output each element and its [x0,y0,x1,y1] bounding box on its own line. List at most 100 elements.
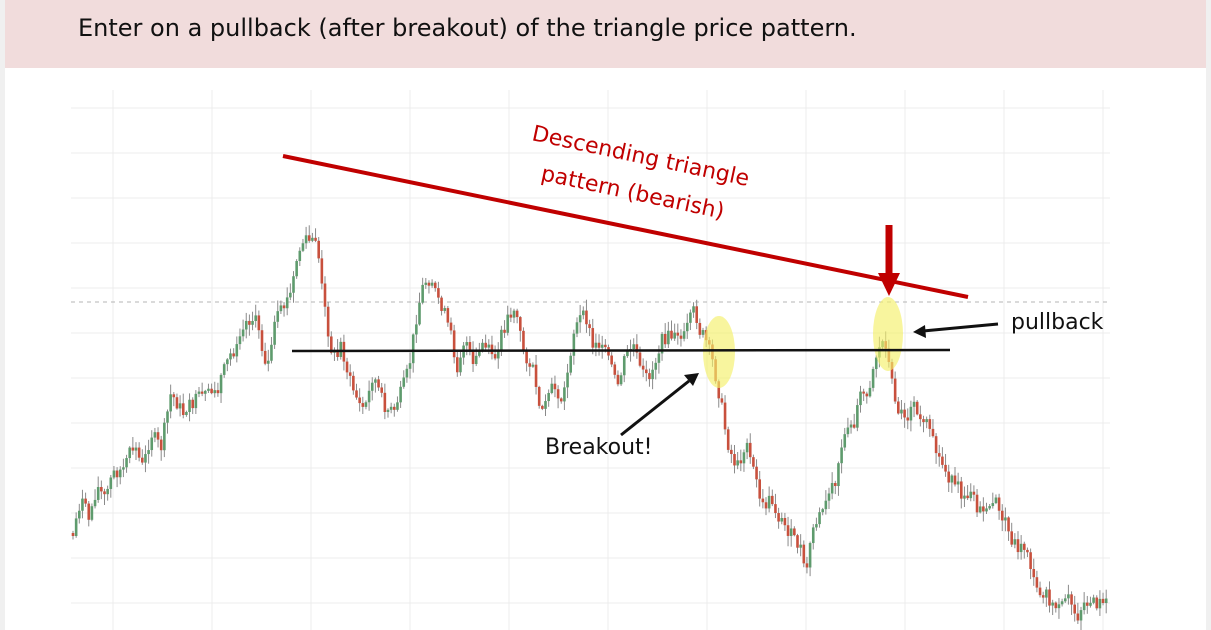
candle-bullish [840,447,843,464]
candle-bullish [370,382,374,391]
candle-bearish [358,397,361,404]
candle-bearish [641,365,645,370]
candle-bearish [1086,602,1089,606]
candle-bullish [856,405,859,428]
candle-bearish [200,391,204,394]
chart-grid [71,90,1110,630]
candle-bullish [950,475,954,483]
candle-bearish [260,330,264,351]
candle-bullish [197,391,201,394]
candle-bullish [244,320,248,330]
candle-bearish [802,544,806,564]
candle-bearish [1035,577,1039,588]
candle-bullish [789,528,793,536]
candle-bullish [657,353,661,363]
candle-bullish [701,330,705,335]
candle-bearish [345,361,349,373]
candle-bearish [361,403,365,407]
candle-bullish [1067,594,1070,599]
candle-bearish [755,466,758,480]
candle-bearish [449,322,453,331]
candle-bullish [150,437,154,451]
candle-bearish [307,235,311,241]
candle-bullish [241,329,245,337]
candle-bullish [238,336,242,345]
candle-bearish [355,390,358,398]
candle-bullish [421,284,424,303]
candle-bearish [1095,597,1099,609]
candle-bearish [919,414,922,420]
candle-bullish [109,477,113,489]
candle-bullish [292,276,295,293]
candle-bullish [506,314,509,333]
candle-bullish [443,308,446,311]
candle-bullish [578,315,582,323]
candle-bullish [465,342,469,346]
candle-bullish [364,402,368,407]
candle-bullish [667,330,670,345]
candle-bullish [78,510,81,519]
candle-bearish [897,401,900,414]
candle-bearish [1000,510,1004,521]
candle-bearish [323,283,327,307]
candle-bearish [1076,613,1080,621]
candle-bullish [411,334,415,364]
candle-bearish [525,350,528,364]
candle-bearish [764,502,768,509]
candle-bullish [226,359,229,365]
candle-bearish [159,439,163,451]
candle-bullish [166,411,169,423]
candle-bearish [1048,589,1051,606]
candle-bearish [893,378,897,402]
candle-bearish [975,494,979,513]
candle-bearish [191,399,194,409]
candle-bullish [339,341,343,357]
candle-bullish [673,332,676,339]
candle-bullish [780,518,784,522]
candle-bearish [1073,604,1076,614]
candle-bearish [541,405,544,409]
candle-bearish [131,447,135,451]
candle-bullish [654,362,658,370]
candle-bullish [1092,597,1095,603]
candle-bearish [944,464,947,472]
candle-bullish [289,292,292,298]
candle-bearish [471,350,475,365]
candle-bearish [670,330,673,339]
candle-bearish [326,306,330,337]
candle-bullish [144,454,147,463]
candle-bullish [660,333,664,354]
candle-bearish [115,470,119,478]
candle-bullish [925,419,928,423]
candle-bullish [956,481,960,485]
candle-bearish [320,258,324,284]
candle-bullish [531,364,535,367]
candle-bullish [267,360,270,364]
candle-bearish [783,518,787,526]
candle-bearish [805,563,809,568]
candle-bullish [474,355,478,365]
candle-bullish [566,372,569,388]
candle-bullish [1098,598,1102,609]
candle-bearish [377,379,380,388]
candle-bearish [786,525,790,536]
candle-bearish [648,373,651,380]
candle-bullish [824,500,828,510]
candle-bearish [966,495,969,499]
candle-bearish [1070,594,1073,605]
candle-bearish [1101,598,1105,603]
candle-bearish [852,424,856,428]
candle-bullish [279,305,283,312]
candle-bearish [758,479,761,499]
candle-bullish [229,353,232,360]
candle-bullish [600,344,604,348]
candle-bullish [1063,598,1067,602]
candle-bearish [282,305,286,309]
candle-bullish [185,411,188,415]
candle-bearish [591,328,595,348]
candle-bearish [515,310,519,318]
candle-bearish [982,506,985,512]
candle-bearish [509,314,513,318]
candle-bullish [991,503,995,507]
candle-bearish [393,406,396,410]
